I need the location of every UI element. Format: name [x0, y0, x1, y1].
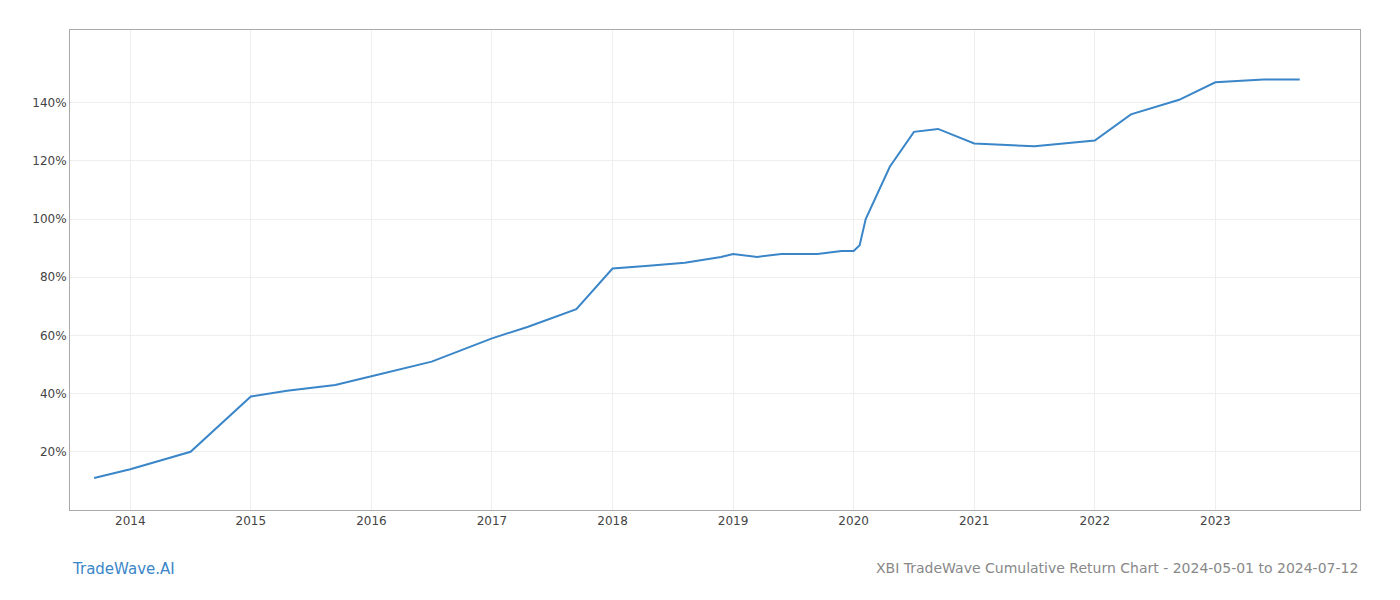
svg-text:TradeWave.AI: TradeWave.AI [72, 560, 175, 578]
svg-text:20%: 20% [40, 445, 67, 459]
svg-text:120%: 120% [32, 154, 66, 168]
svg-text:2020: 2020 [838, 514, 869, 528]
svg-text:2022: 2022 [1079, 514, 1110, 528]
svg-text:2018: 2018 [597, 514, 628, 528]
svg-text:140%: 140% [32, 96, 66, 110]
svg-text:60%: 60% [40, 329, 67, 343]
svg-text:2017: 2017 [477, 514, 508, 528]
svg-text:XBI TradeWave Cumulative Retur: XBI TradeWave Cumulative Return Chart - … [876, 560, 1358, 576]
svg-text:100%: 100% [32, 212, 66, 226]
svg-text:2021: 2021 [959, 514, 990, 528]
svg-text:80%: 80% [40, 270, 67, 284]
svg-text:2016: 2016 [356, 514, 387, 528]
svg-text:2019: 2019 [718, 514, 749, 528]
svg-text:2014: 2014 [115, 514, 146, 528]
svg-text:40%: 40% [40, 387, 67, 401]
svg-text:2015: 2015 [236, 514, 267, 528]
svg-text:2023: 2023 [1200, 514, 1231, 528]
